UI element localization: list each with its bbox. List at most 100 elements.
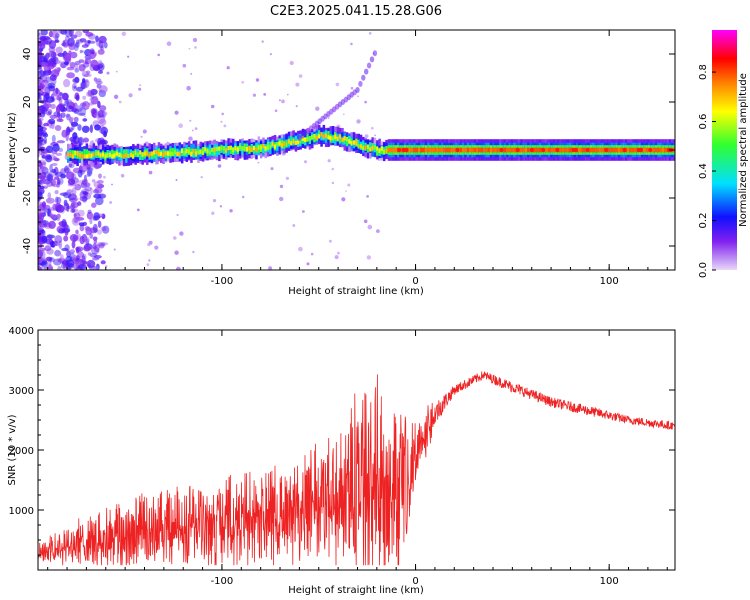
noise-blob	[58, 147, 64, 153]
noise-blob	[67, 37, 75, 47]
ridge-cell	[311, 135, 314, 140]
noise-blob	[73, 254, 77, 261]
ridge-cell	[385, 148, 388, 153]
faint-dot	[212, 199, 217, 203]
faint-dot	[257, 161, 260, 164]
faint-dot	[241, 81, 244, 84]
noise-blob	[74, 42, 80, 48]
ridge-cell	[376, 147, 379, 156]
noise-blob	[55, 105, 61, 114]
faint-dot	[217, 164, 222, 168]
faint-dot	[331, 181, 335, 185]
ridge-cell	[241, 146, 244, 155]
ridge-cell	[608, 147, 611, 153]
noise-blob	[43, 122, 49, 127]
ridge-cell	[410, 147, 414, 153]
ridge-cell	[582, 147, 586, 153]
noise-blob	[38, 226, 43, 231]
ridge-cell	[387, 147, 391, 153]
ridge-cell	[90, 153, 93, 158]
noise-blob	[95, 196, 104, 206]
ridge-cell	[524, 147, 528, 153]
faint-dot	[148, 170, 153, 175]
faint-dot	[335, 82, 340, 87]
faint-dot	[194, 46, 197, 49]
ridge-cell	[473, 147, 477, 153]
ridge-cell	[357, 144, 361, 149]
faint-dot	[302, 210, 305, 213]
noise-blob	[81, 70, 90, 78]
noise-blob	[85, 32, 94, 37]
ridge-peak	[397, 148, 402, 152]
noise-blob	[38, 125, 44, 132]
ridge-cell	[236, 147, 240, 152]
ridge-cell	[643, 147, 646, 153]
ridge-cell	[227, 145, 230, 151]
noise-blob	[79, 224, 85, 232]
noise-blob	[58, 240, 63, 250]
faint-dot	[347, 183, 351, 187]
faint-dot	[192, 37, 198, 43]
faint-dot	[367, 224, 373, 230]
ridge-cell	[262, 144, 265, 149]
noise-blob	[46, 234, 56, 239]
ridge-cell	[248, 146, 251, 151]
faint-dot	[154, 245, 159, 250]
noise-blob	[38, 124, 45, 129]
ridge-cell	[436, 147, 440, 153]
faint-dot	[270, 167, 274, 171]
noise-blob	[92, 236, 98, 241]
faint-dot	[103, 111, 108, 116]
ridge-cell	[276, 142, 279, 151]
noise-blob	[88, 33, 96, 40]
ridge-cell	[294, 135, 298, 144]
noise-blob	[38, 107, 42, 116]
noise-blob	[97, 242, 106, 247]
noise-blob	[38, 249, 45, 255]
ridge-cell	[227, 147, 230, 156]
noise-blob	[58, 30, 67, 34]
noise-blob	[47, 175, 53, 181]
noise-blob	[50, 207, 55, 211]
faint-dot	[87, 252, 92, 256]
ridge-cell	[211, 147, 214, 152]
noise-blob	[55, 46, 63, 54]
noise-blob	[82, 236, 90, 244]
noise-blob	[78, 64, 86, 72]
ridge-cell	[510, 147, 514, 153]
ridge-peak	[573, 148, 578, 152]
ridge-cell	[362, 145, 365, 151]
faint-dot	[69, 116, 74, 121]
ridge-cell	[285, 142, 288, 147]
x-tick-label: 100	[600, 576, 619, 587]
noise-blob	[71, 240, 76, 249]
faint-dot	[99, 213, 104, 217]
noise-blob	[100, 226, 107, 231]
noise-blob	[82, 260, 88, 265]
noise-blob	[56, 96, 61, 101]
faint-dot	[304, 160, 307, 164]
ridge-cell	[176, 151, 179, 156]
ridge-cell	[129, 152, 133, 157]
ridge-cell	[462, 147, 465, 153]
noise-blob	[56, 118, 64, 123]
ridge-cell	[192, 148, 196, 154]
faint-dot	[229, 209, 233, 213]
ridge-cell	[376, 146, 379, 151]
noise-blob	[81, 44, 89, 48]
noise-blob	[73, 102, 78, 109]
faint-dot	[176, 266, 181, 270]
faint-dot	[186, 85, 191, 91]
noise-blob	[66, 113, 71, 121]
noise-blob	[56, 112, 60, 122]
ridge-cell	[359, 144, 363, 149]
noise-blob	[89, 167, 94, 171]
ridge-cell	[143, 151, 147, 156]
ridge-cell	[329, 136, 333, 141]
ridge-cell	[513, 147, 516, 153]
ridge-cell	[315, 135, 319, 140]
ridge-cell	[599, 147, 602, 153]
faint-dot	[371, 126, 374, 130]
faint-dot	[173, 236, 177, 240]
noise-blob	[48, 257, 55, 263]
